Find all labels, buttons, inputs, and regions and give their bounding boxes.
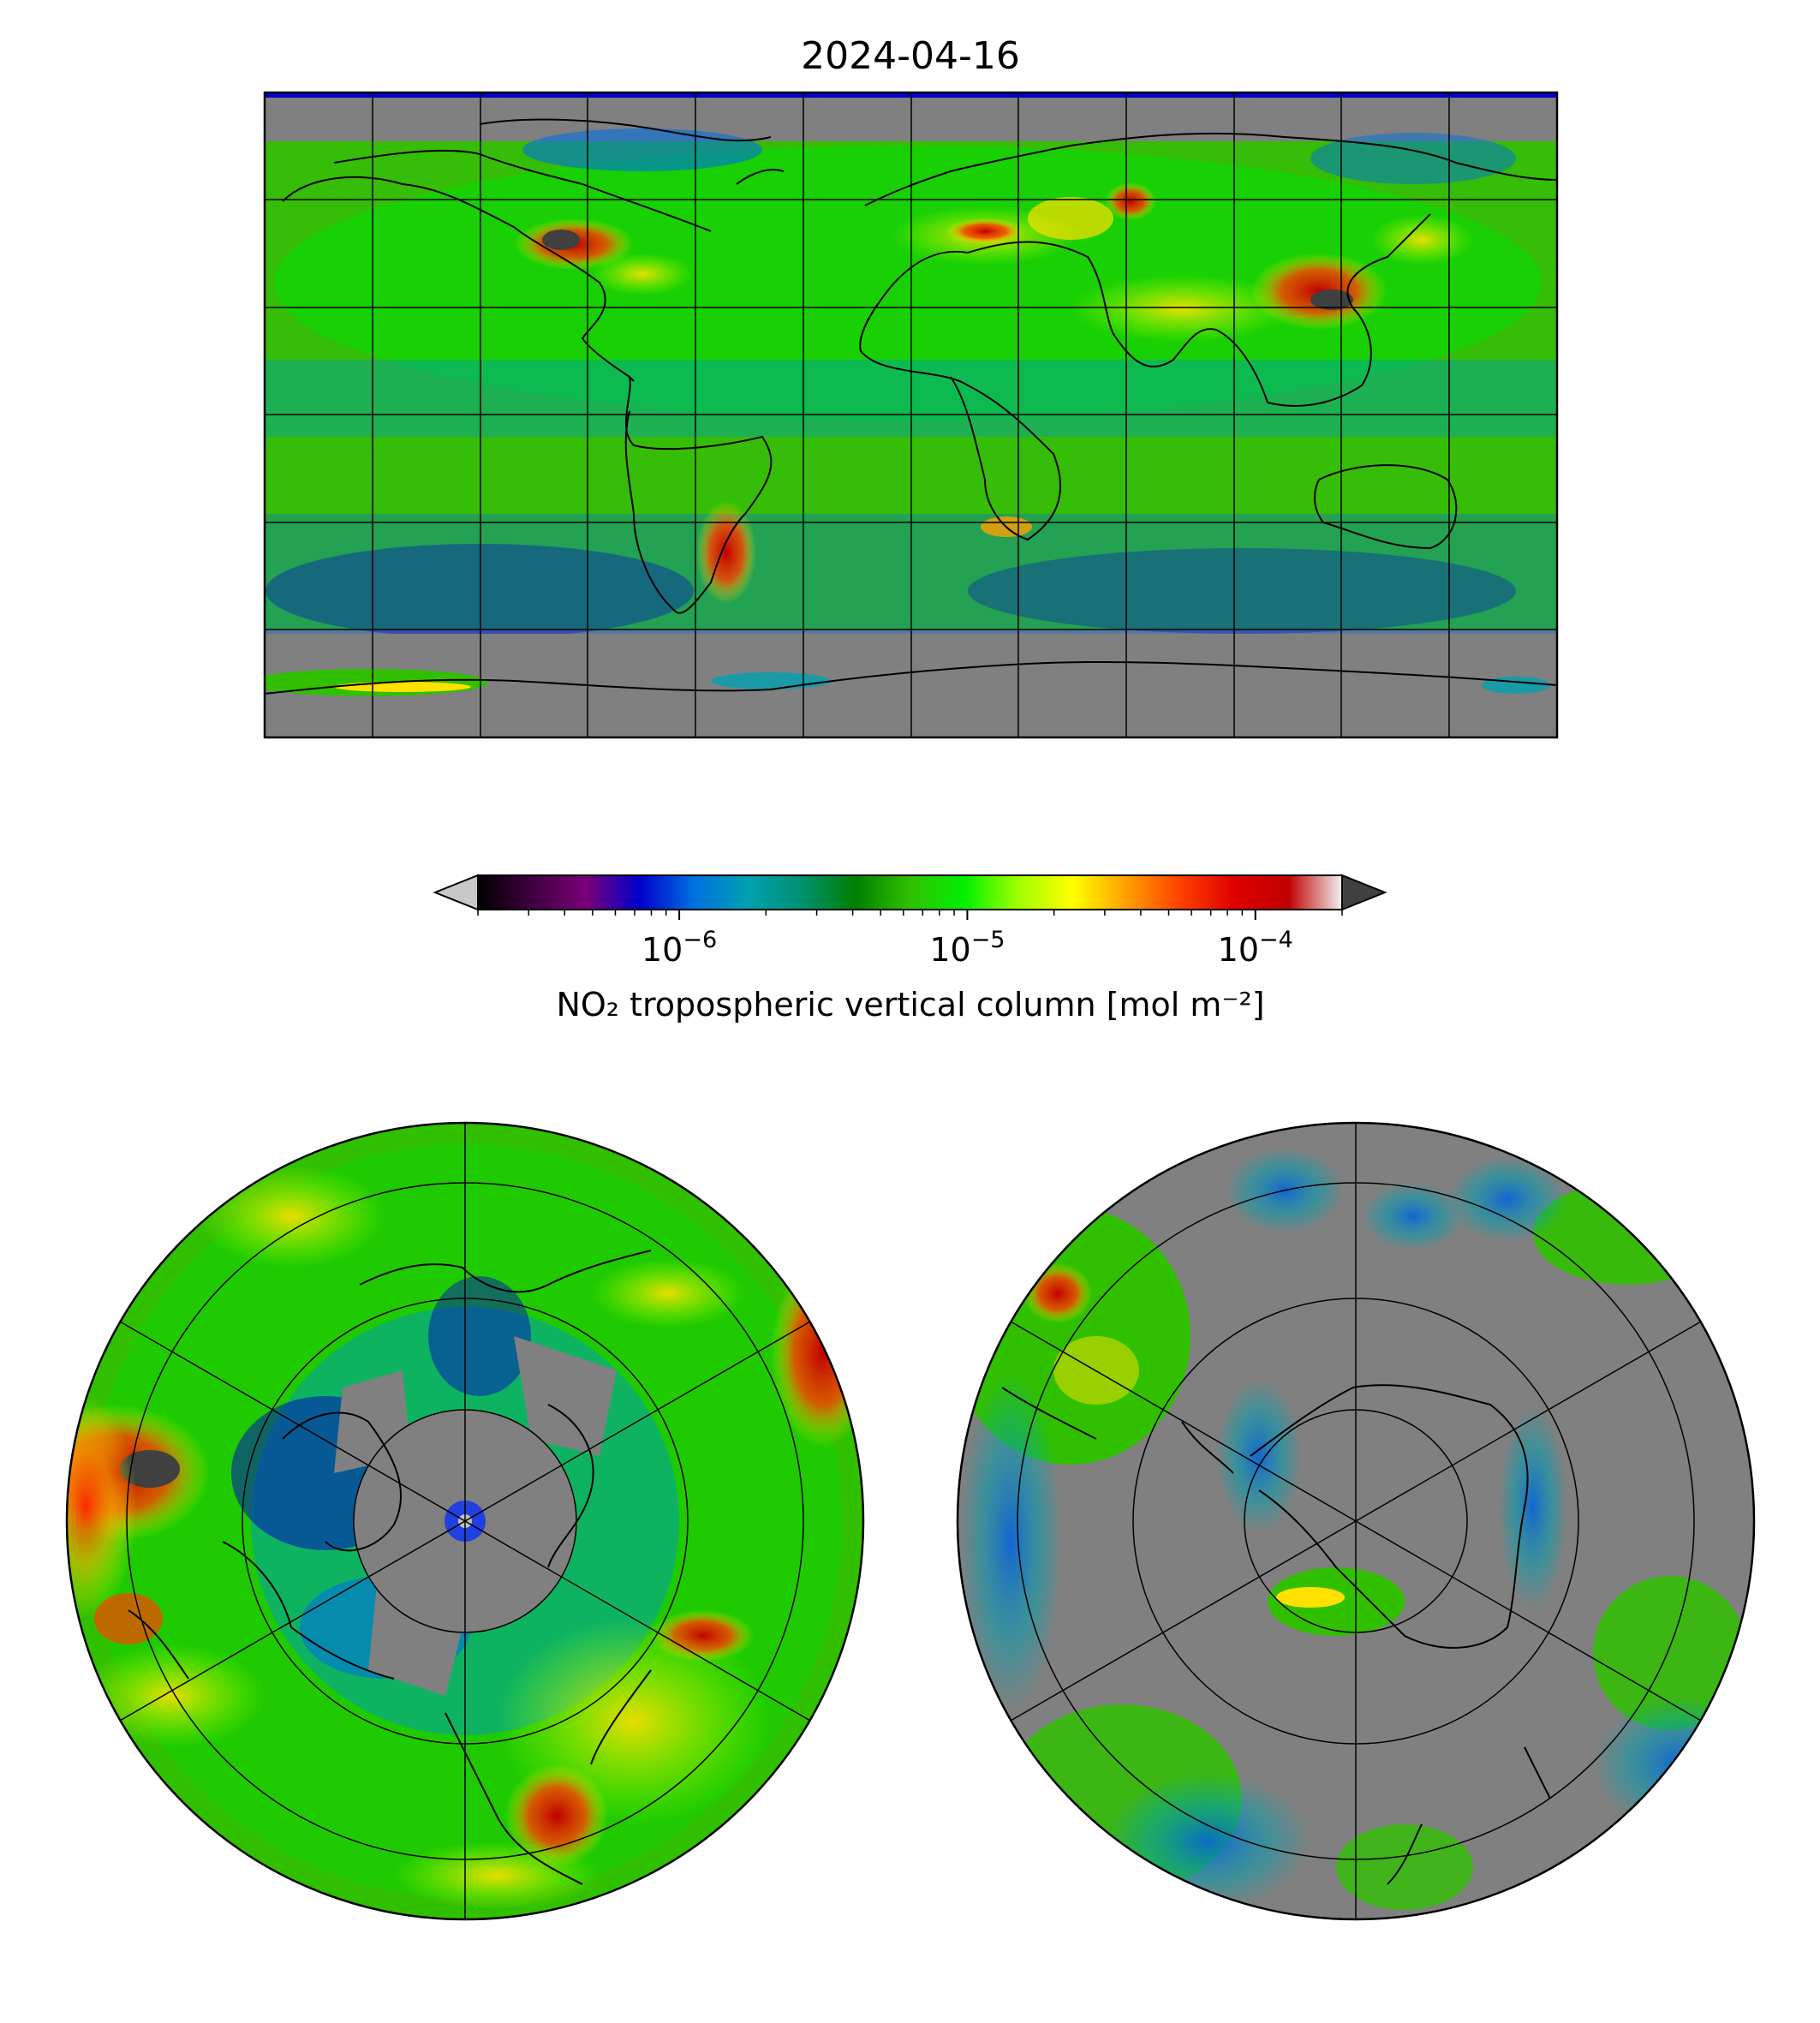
north-polar-frame xyxy=(65,1121,865,1921)
colorbar-label: NO₂ tropospheric vertical column [mol m⁻… xyxy=(556,986,1264,1023)
global-gridlines xyxy=(265,92,1557,737)
colorbar-under-triangle xyxy=(433,874,479,911)
colorbar-tick-label: 10−6 xyxy=(641,927,717,969)
north-polar-map xyxy=(67,1123,863,1919)
north-polar-gridlines xyxy=(119,1123,811,1919)
global-map-frame xyxy=(263,91,1559,739)
colorbar-minor-ticks xyxy=(477,910,1343,916)
colorbar-bar xyxy=(478,875,1342,910)
colorbar: 10−6 10−5 10−4 NO₂ tropospheric vertical c… xyxy=(433,874,1387,1023)
colorbar-over-triangle xyxy=(1341,874,1387,911)
south-polar-frame xyxy=(956,1121,1756,1921)
colorbar-tick-label: 10−4 xyxy=(1218,927,1293,969)
figure-title: 2024-04-16 xyxy=(801,34,1020,78)
colorbar-tick-label: 10−5 xyxy=(929,927,1005,969)
south-polar-gridlines xyxy=(1010,1123,1702,1919)
